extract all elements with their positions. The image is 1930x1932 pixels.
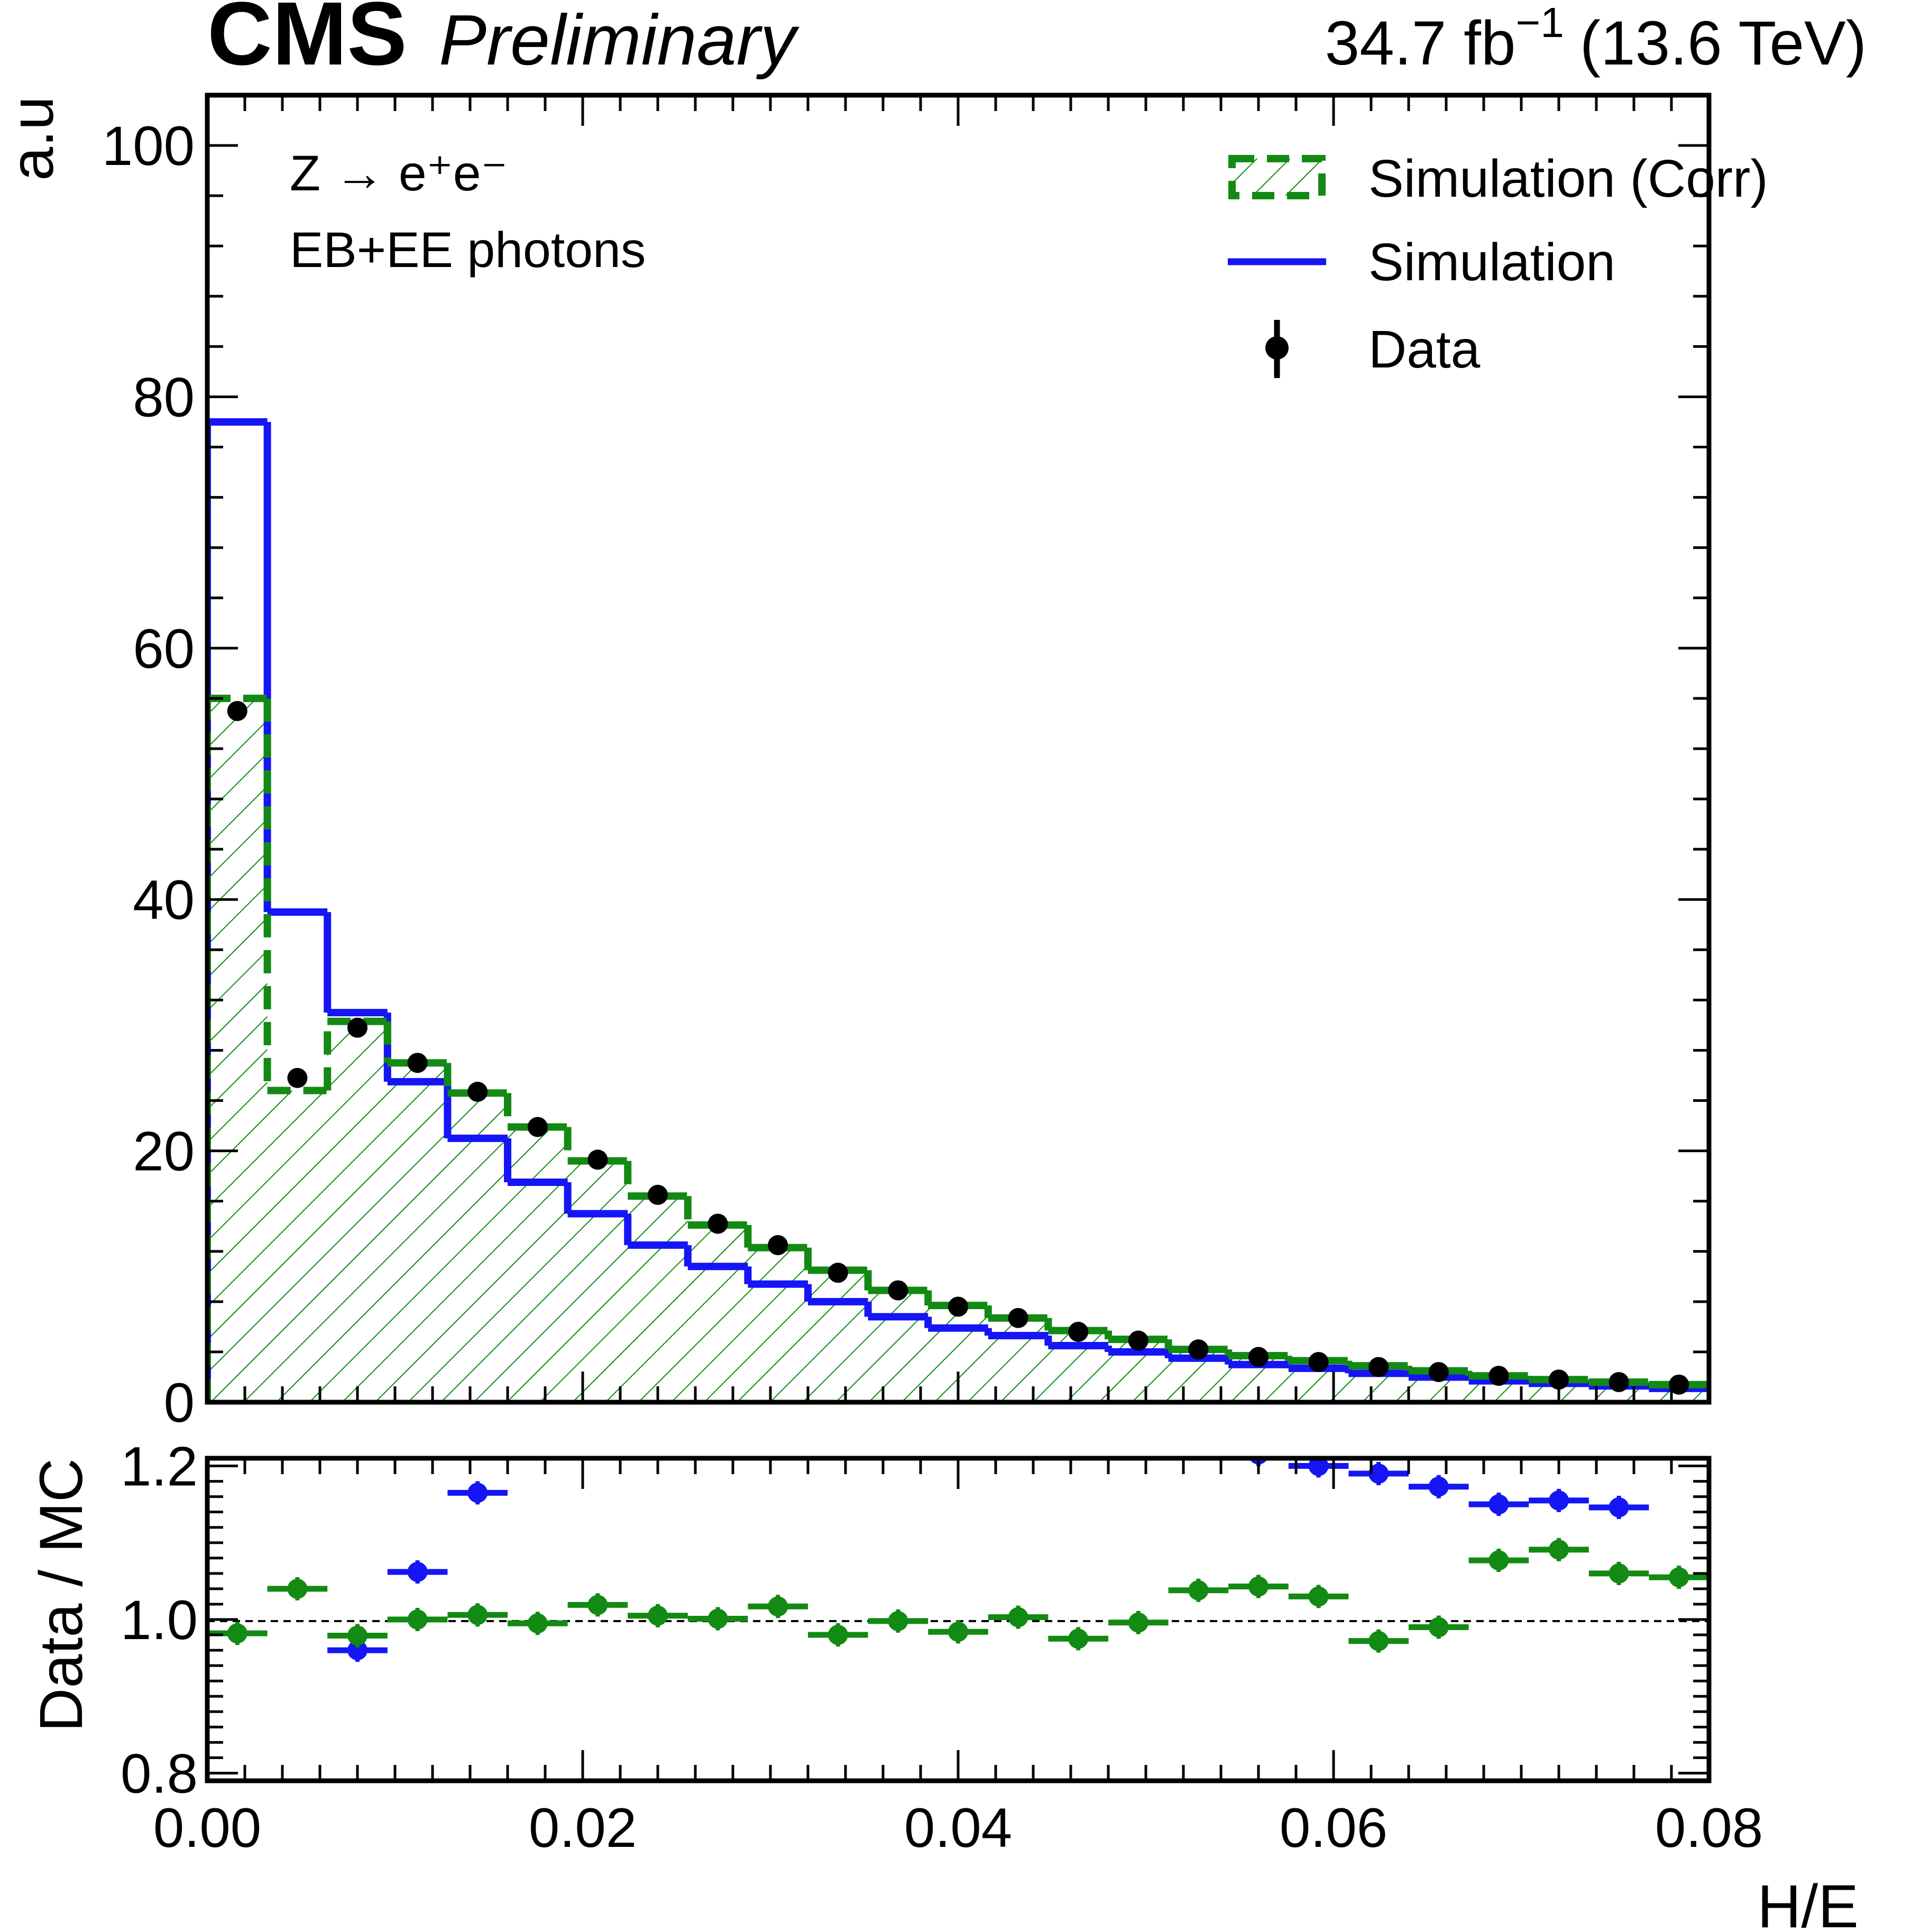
data-point-1 <box>287 1068 308 1088</box>
lumi-exponent: −1 <box>1516 0 1564 46</box>
y-axis-title: a.u <box>0 96 66 181</box>
simulation-corr-hatched-fill <box>207 698 1709 1402</box>
legend-icon-data-marker <box>1265 336 1289 360</box>
lumi-value: 34.7 fb <box>1325 8 1516 78</box>
main-y-tick-label: 60 <box>133 618 195 680</box>
data-point-2 <box>347 1017 367 1038</box>
data-point-12 <box>948 1296 968 1317</box>
data-point-0 <box>227 701 247 721</box>
ratio-simulation-corr-point-4 <box>467 1605 488 1625</box>
energy-value: (13.6 TeV) <box>1580 8 1867 78</box>
data-point-21 <box>1488 1366 1509 1386</box>
data-point-11 <box>888 1280 908 1301</box>
main-y-tick-label: 100 <box>102 115 195 177</box>
data-point-14 <box>1068 1321 1089 1342</box>
data-point-3 <box>407 1053 428 1073</box>
legend-label-simulation: Simulation <box>1368 233 1615 292</box>
ratio-simulation-corr-point-15 <box>1128 1612 1148 1633</box>
preliminary-label: Preliminary <box>439 0 800 80</box>
main-y-tick-label: 40 <box>133 869 195 931</box>
x-tick-label: 0.02 <box>529 1797 637 1859</box>
main-y-tick-label: 20 <box>133 1121 195 1183</box>
main-plot-frame <box>205 93 1712 1405</box>
data-point-18 <box>1308 1351 1329 1372</box>
ratio-simulation-corr-point-14 <box>1068 1629 1089 1649</box>
x-tick-label: 0.06 <box>1280 1797 1387 1859</box>
ratio-simulation-corr-point-9 <box>768 1596 788 1617</box>
main-y-tick-label: 80 <box>133 366 195 428</box>
ratio-simulation-point-5 <box>1368 1464 1389 1484</box>
data-point-22 <box>1549 1369 1569 1390</box>
x-tick-label: 0.04 <box>904 1797 1012 1859</box>
ratio-simulation-corr-point-8 <box>707 1608 728 1629</box>
ratio-y-tick-label: 1.2 <box>121 1436 198 1498</box>
annotation-process: Z → e⁺e⁻ <box>290 145 508 201</box>
ratio-simulation-corr-point-1 <box>287 1578 308 1599</box>
ratio-simulation-point-4 <box>1308 1458 1329 1476</box>
ratio-simulation-point-7 <box>1488 1494 1509 1515</box>
data-point-7 <box>648 1184 668 1205</box>
ratio-simulation-point-8 <box>1549 1490 1569 1511</box>
ratio-simulation-corr-point-18 <box>1308 1586 1329 1607</box>
ratio-plot-panel: 0.00 0.02 0.04 0.06 0.080.81.01.2 Data / MC … <box>27 1436 1859 1932</box>
ratio-simulation-corr-point-2 <box>347 1625 367 1646</box>
data-point-16 <box>1188 1339 1209 1360</box>
x-tick-label: 0.08 <box>1655 1797 1763 1859</box>
ratio-simulation-point-9 <box>1609 1497 1629 1517</box>
data-point-5 <box>527 1117 548 1137</box>
ratio-simulation-point-0 <box>347 1640 367 1661</box>
data-point-15 <box>1128 1330 1148 1351</box>
ratio-simulation-corr-point-19 <box>1368 1631 1389 1651</box>
ratio-y-tick-label: 0.8 <box>121 1743 198 1805</box>
ratio-y-tick-label: 1.0 <box>121 1589 198 1651</box>
ratio-simulation-corr-point-3 <box>407 1609 428 1630</box>
ratio-simulation-corr-point-5 <box>527 1613 548 1634</box>
data-point-19 <box>1368 1357 1389 1377</box>
ratio-simulation-corr-point-6 <box>587 1595 608 1615</box>
data-point-6 <box>587 1149 608 1170</box>
data-point-13 <box>1008 1308 1028 1328</box>
ratio-plot-frame <box>205 1456 1712 1783</box>
ratio-simulation-corr-point-20 <box>1428 1617 1449 1637</box>
x-tick-label: 0.00 <box>153 1797 261 1859</box>
data-point-17 <box>1248 1347 1269 1367</box>
ratio-simulation-corr-point-24 <box>1669 1567 1689 1588</box>
data-point-20 <box>1428 1361 1449 1382</box>
ratio-simulation-corr-point-17 <box>1248 1576 1269 1597</box>
data-point-4 <box>467 1081 488 1102</box>
ratio-simulation-corr-point-21 <box>1488 1550 1509 1571</box>
ratio-simulation-corr-point-11 <box>888 1611 908 1631</box>
data-point-8 <box>707 1213 728 1234</box>
data-point-10 <box>828 1263 848 1283</box>
legend-icon-simulation-corr <box>1228 155 1326 199</box>
data-point-9 <box>768 1235 788 1255</box>
ratio-simulation-corr-point-22 <box>1549 1539 1569 1560</box>
x-axis-title: H/E <box>1757 1873 1859 1932</box>
data-point-24 <box>1669 1374 1689 1395</box>
legend: Simulation (Corr) Simulation Data <box>1228 149 1768 379</box>
ratio-simulation-corr-point-7 <box>648 1605 668 1626</box>
main-y-tick-label: 0 <box>164 1372 195 1434</box>
ratio-simulation-corr-point-13 <box>1008 1607 1028 1627</box>
ratio-simulation-corr-point-0 <box>227 1623 247 1644</box>
legend-label-data: Data <box>1368 320 1481 379</box>
ratio-simulation-corr-point-10 <box>828 1625 848 1645</box>
annotation-selection: EB+EE photons <box>290 222 646 278</box>
ratio-simulation-point-2 <box>467 1483 488 1503</box>
ratio-simulation-corr-point-23 <box>1609 1563 1629 1584</box>
ratio-simulation-point-1 <box>407 1561 428 1582</box>
cms-label: CMS <box>207 0 407 84</box>
lumi-energy-label: 34.7 fb−1 (13.6 TeV) <box>1325 0 1867 78</box>
data-point-23 <box>1609 1372 1629 1392</box>
legend-label-simulation-corr: Simulation (Corr) <box>1368 149 1768 208</box>
ratio-y-axis-title: Data / MC <box>27 1458 95 1732</box>
ratio-simulation-corr-point-16 <box>1188 1580 1209 1600</box>
ratio-simulation-corr-point-12 <box>948 1622 968 1642</box>
ratio-simulation-point-6 <box>1428 1476 1449 1497</box>
